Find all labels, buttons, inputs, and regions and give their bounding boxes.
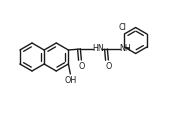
Text: O: O bbox=[78, 62, 85, 71]
Text: OH: OH bbox=[64, 76, 77, 85]
Text: Cl: Cl bbox=[118, 23, 126, 32]
Text: HN: HN bbox=[93, 44, 104, 53]
Text: NH: NH bbox=[120, 44, 131, 53]
Text: O: O bbox=[105, 62, 112, 71]
